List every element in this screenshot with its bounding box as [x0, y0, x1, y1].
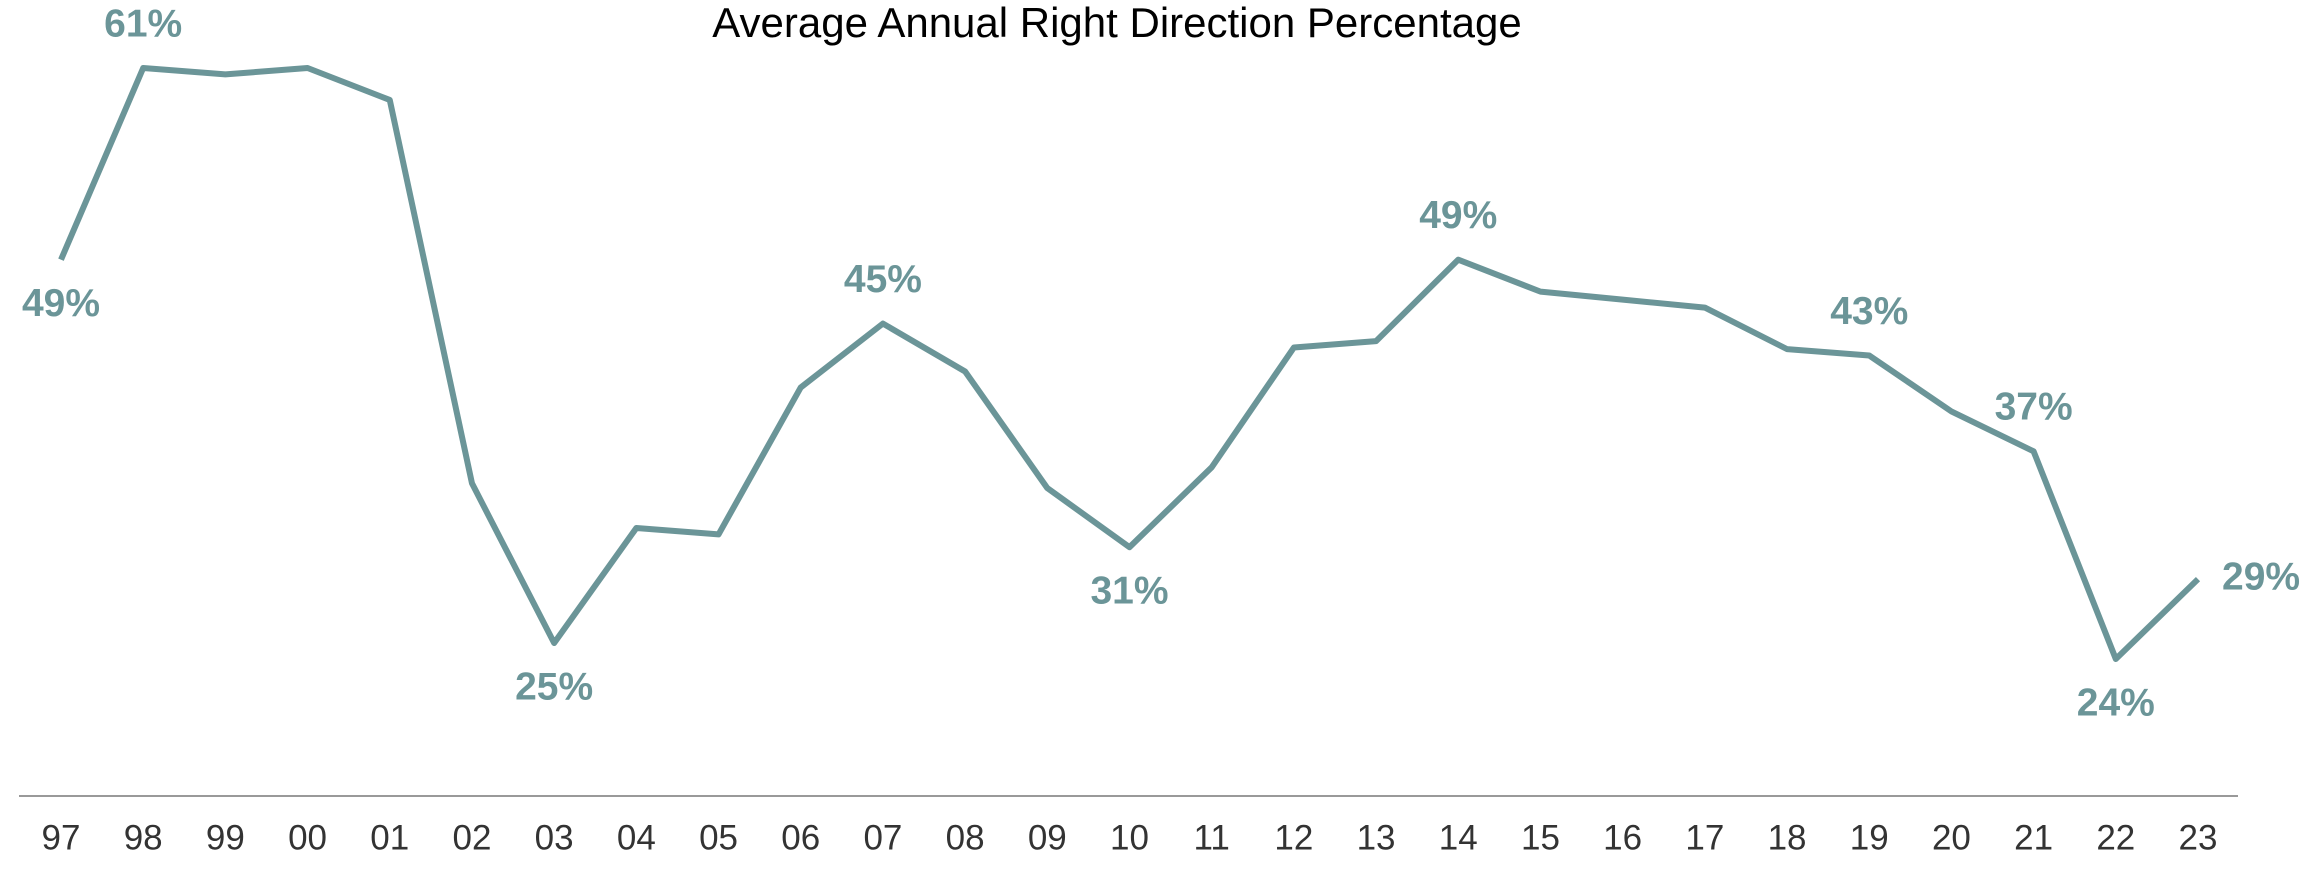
x-tick-label: 06: [781, 818, 820, 857]
x-tick-label: 14: [1439, 818, 1478, 857]
data-label: 49%: [1419, 194, 1497, 237]
line: [58, 65, 2201, 662]
x-tick-label: 98: [124, 818, 163, 857]
data-label: 45%: [844, 258, 922, 301]
x-tick-label: 03: [535, 818, 574, 857]
data-label: 61%: [104, 2, 182, 45]
x-tick-label: 08: [946, 818, 985, 857]
x-tick-label: 17: [1685, 818, 1724, 857]
x-tick-label: 99: [206, 818, 245, 857]
x-tick-label: 13: [1357, 818, 1396, 857]
data-label: 37%: [1995, 386, 2073, 429]
x-tick-label: 21: [2014, 818, 2053, 857]
x-tick-label: 19: [1850, 818, 1889, 857]
x-tick-label: 23: [2179, 818, 2218, 857]
data-label: 43%: [1830, 290, 1908, 333]
x-tick-label: 05: [699, 818, 738, 857]
x-tick-label: 12: [1274, 818, 1313, 857]
x-tick-label: 16: [1603, 818, 1642, 857]
x-tick-label: 20: [1932, 818, 1971, 857]
x-tick-label: 04: [617, 818, 656, 857]
data-label: 25%: [515, 665, 593, 708]
x-tick-label: 09: [1028, 818, 1067, 857]
x-tick-label: 22: [2096, 818, 2135, 857]
x-tick-label: 01: [370, 818, 409, 857]
data-label: 24%: [2077, 681, 2155, 724]
data-label: 31%: [1090, 569, 1168, 612]
x-tick-label: 97: [42, 818, 81, 857]
chart-title: Average Annual Right Direction Percentag…: [712, 0, 1521, 46]
x-tick-label: 00: [288, 818, 327, 857]
x-tick-label: 15: [1521, 818, 1560, 857]
data-label: 49%: [22, 282, 100, 325]
x-tick-label: 07: [863, 818, 902, 857]
data-label: 29%: [2222, 555, 2300, 598]
x-tick-label: 10: [1110, 818, 1149, 857]
x-tick-label: 02: [452, 818, 491, 857]
x-tick-label: 11: [1194, 818, 1230, 857]
x-tick-label: 18: [1768, 818, 1807, 857]
